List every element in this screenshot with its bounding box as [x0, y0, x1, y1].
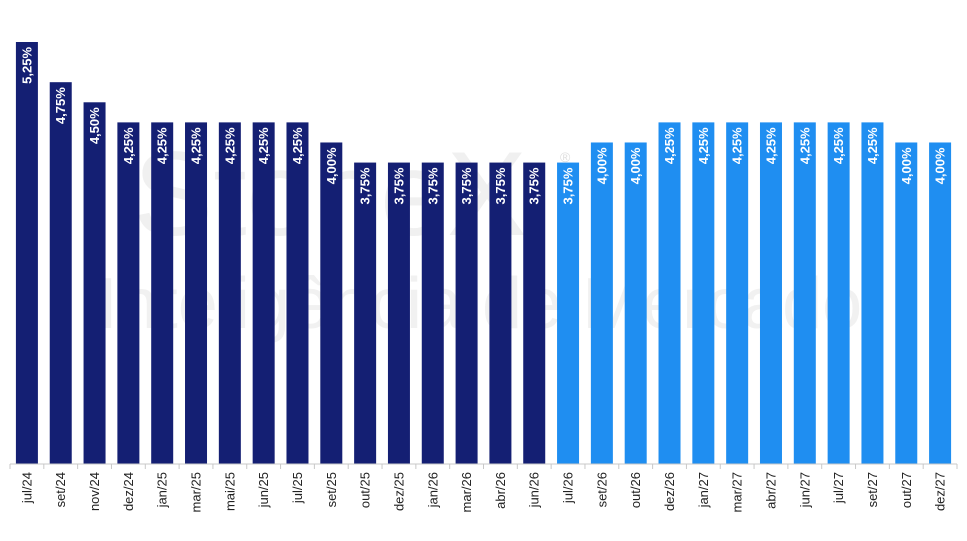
data-label: 4,25% — [797, 127, 812, 164]
data-label: 4,25% — [189, 127, 204, 164]
watermark-registered-mark: ® — [560, 149, 571, 165]
data-label: 3,75% — [493, 167, 508, 204]
x-tick-label: set/25 — [324, 472, 339, 507]
data-label: 3,75% — [425, 167, 440, 204]
bar-mar-25 — [185, 122, 208, 464]
x-tick-label: out/25 — [358, 472, 373, 508]
bar-dez-25 — [387, 162, 410, 464]
data-label: 4,25% — [256, 127, 271, 164]
x-tick-label: jul/25 — [290, 472, 305, 504]
bar-abr-26 — [489, 162, 512, 464]
x-tick-label: out/27 — [899, 472, 914, 508]
bar-set-27 — [861, 122, 884, 464]
x-axis-ticks-group: jul/24 set/24 nov/24 dez/24 jan/25 mar/25 mai/… — [9, 464, 958, 512]
x-tick-label: set/26 — [594, 472, 609, 507]
bar-set-25 — [320, 142, 343, 465]
x-tick-label: mar/26 — [459, 472, 474, 512]
x-tick-label: jan/26 — [425, 472, 440, 508]
data-label: 4,50% — [87, 107, 102, 144]
data-label: 3,75% — [527, 167, 542, 204]
data-label: 3,75% — [358, 167, 373, 204]
data-label: 5,25% — [19, 47, 34, 84]
data-label: 3,75% — [459, 167, 474, 204]
bar-set-24 — [49, 82, 72, 464]
data-label: 4,00% — [594, 147, 609, 184]
bar-mar-26 — [455, 162, 478, 464]
bar-jul-24 — [15, 42, 38, 464]
x-tick-label: dez/24 — [121, 472, 136, 511]
x-tick-label: abr/27 — [763, 472, 778, 509]
bar-out-27 — [895, 142, 918, 465]
data-label: 3,75% — [561, 167, 576, 204]
x-tick-label: mar/25 — [189, 472, 204, 512]
bar-jun-25 — [252, 122, 275, 464]
data-label: 4,00% — [628, 147, 643, 184]
x-tick-label: set/24 — [53, 472, 68, 507]
x-tick-label: jun/27 — [797, 472, 812, 508]
x-tick-label: jul/26 — [561, 472, 576, 504]
bar-jan-27 — [692, 122, 715, 464]
bar-jul-25 — [286, 122, 309, 464]
bar-jun-27 — [793, 122, 816, 464]
data-label: 4,25% — [662, 127, 677, 164]
x-tick-label: out/26 — [628, 472, 643, 508]
bar-set-26 — [590, 142, 613, 465]
x-tick-label: dez/26 — [662, 472, 677, 511]
data-label: 4,25% — [865, 127, 880, 164]
bar-jul-26 — [557, 162, 580, 464]
data-label: 4,25% — [222, 127, 237, 164]
bar-jan-25 — [151, 122, 174, 464]
data-label: 4,25% — [763, 127, 778, 164]
x-tick-label: dez/25 — [391, 472, 406, 511]
data-label: 4,25% — [290, 127, 305, 164]
x-tick-label: jun/25 — [256, 472, 271, 508]
x-tick-label: jul/27 — [831, 472, 846, 504]
x-tick-label: jun/26 — [527, 472, 542, 508]
bar-jul-27 — [827, 122, 850, 464]
data-label: 4,00% — [933, 147, 948, 184]
data-labels-group: 5,25% 4,75% 4,50% 4,25% 4,25% 4,25% 4,25% 4,25%… — [19, 47, 947, 205]
data-label: 4,25% — [831, 127, 846, 164]
bar-jun-26 — [523, 162, 546, 464]
bar-mar-27 — [726, 122, 749, 464]
bar-out-25 — [354, 162, 377, 464]
bar-dez-26 — [658, 122, 681, 464]
bars-group — [15, 42, 952, 465]
x-tick-label: jan/27 — [696, 472, 711, 508]
bar-out-26 — [624, 142, 647, 465]
bar-mai-25 — [218, 122, 241, 464]
data-label: 4,25% — [155, 127, 170, 164]
bar-nov-24 — [83, 102, 106, 464]
x-tick-label: nov/24 — [87, 472, 102, 511]
bar-jan-26 — [421, 162, 444, 464]
bar-dez-27 — [929, 142, 952, 465]
data-label: 4,00% — [324, 147, 339, 184]
x-tick-label: jul/24 — [19, 472, 34, 504]
data-label: 4,75% — [53, 87, 68, 124]
bar-dez-24 — [117, 122, 140, 464]
x-tick-label: abr/26 — [493, 472, 508, 509]
x-tick-label: dez/27 — [933, 472, 948, 511]
x-tick-label: mai/25 — [222, 472, 237, 511]
data-label: 4,25% — [696, 127, 711, 164]
data-label: 3,75% — [391, 167, 406, 204]
data-label: 4,25% — [121, 127, 136, 164]
data-label: 4,25% — [730, 127, 745, 164]
data-label: 4,00% — [899, 147, 914, 184]
x-tick-label: mar/27 — [730, 472, 745, 512]
x-tick-label: set/27 — [865, 472, 880, 507]
x-tick-label: jan/25 — [155, 472, 170, 508]
bar-abr-27 — [759, 122, 782, 464]
